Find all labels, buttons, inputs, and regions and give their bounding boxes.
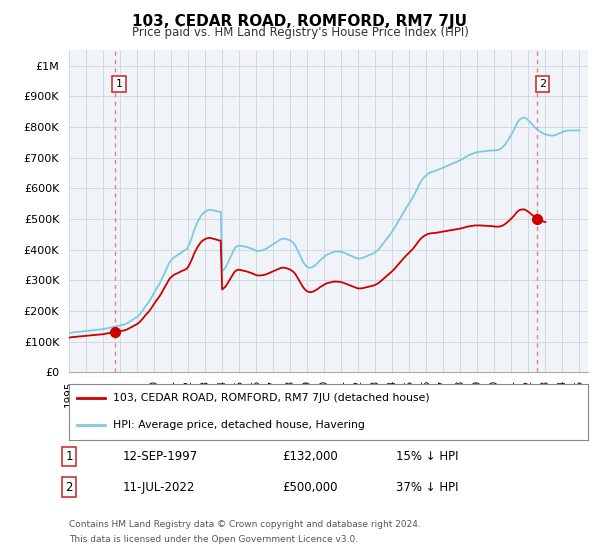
Text: £500,000: £500,000	[282, 480, 337, 494]
Text: 1: 1	[65, 450, 73, 463]
Text: 103, CEDAR ROAD, ROMFORD, RM7 7JU: 103, CEDAR ROAD, ROMFORD, RM7 7JU	[133, 14, 467, 29]
Text: 1: 1	[116, 79, 122, 89]
Text: Price paid vs. HM Land Registry's House Price Index (HPI): Price paid vs. HM Land Registry's House …	[131, 26, 469, 39]
Text: 103, CEDAR ROAD, ROMFORD, RM7 7JU (detached house): 103, CEDAR ROAD, ROMFORD, RM7 7JU (detac…	[113, 393, 430, 403]
Text: 2: 2	[539, 79, 546, 89]
Text: 11-JUL-2022: 11-JUL-2022	[123, 480, 196, 494]
Text: 15% ↓ HPI: 15% ↓ HPI	[396, 450, 458, 463]
Text: 12-SEP-1997: 12-SEP-1997	[123, 450, 198, 463]
Text: HPI: Average price, detached house, Havering: HPI: Average price, detached house, Have…	[113, 420, 365, 430]
Text: 2: 2	[65, 480, 73, 494]
Text: 37% ↓ HPI: 37% ↓ HPI	[396, 480, 458, 494]
Text: £132,000: £132,000	[282, 450, 338, 463]
Text: This data is licensed under the Open Government Licence v3.0.: This data is licensed under the Open Gov…	[69, 535, 358, 544]
Text: Contains HM Land Registry data © Crown copyright and database right 2024.: Contains HM Land Registry data © Crown c…	[69, 520, 421, 529]
